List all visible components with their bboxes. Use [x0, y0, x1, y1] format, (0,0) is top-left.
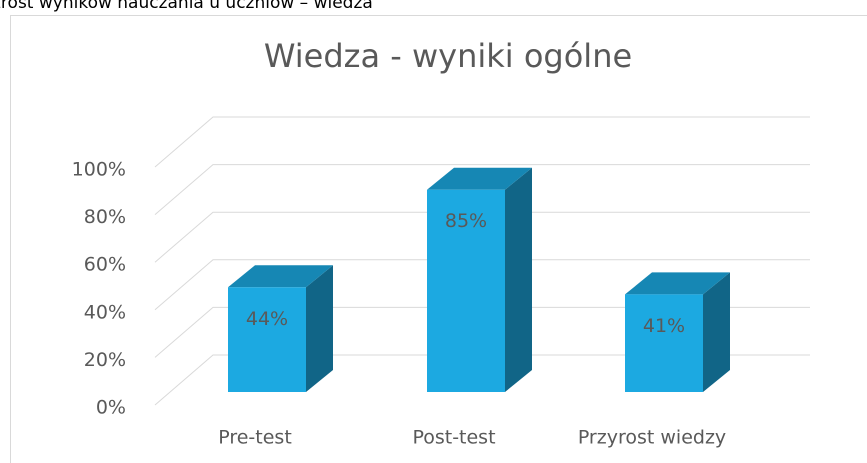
bar-top [427, 167, 532, 190]
bar [427, 167, 532, 392]
y-tick-label: 60% [84, 254, 126, 276]
y-tick-label: 20% [84, 349, 126, 371]
bar-side [703, 272, 730, 392]
y-tick-label: 80% [84, 206, 126, 228]
bar-front [427, 189, 505, 392]
x-tick-label: Pre-test [218, 427, 292, 449]
grid-line [154, 306, 810, 358]
grid-line [154, 164, 810, 215]
grid-line [154, 354, 810, 406]
y-tick-label: 0% [96, 397, 126, 419]
bar [228, 265, 333, 392]
x-tick-label: Post-test [412, 427, 495, 449]
data-label: 85% [445, 210, 487, 232]
bar-front [228, 287, 306, 392]
bar-side [505, 167, 532, 392]
caption: zrost wyników nauczania u uczniów – wied… [0, 0, 373, 13]
bar-top [228, 265, 333, 288]
chart-title: Wiedza - wyniki ogólne [264, 37, 632, 75]
x-tick-label: Przyrost wiedzy [578, 427, 726, 449]
y-tick-label: 40% [84, 301, 126, 323]
bar-top [625, 272, 730, 295]
grid-line [154, 211, 810, 263]
grid-line [154, 259, 810, 311]
y-tick-label: 100% [72, 159, 126, 181]
bar-side [306, 265, 333, 392]
grid-line [154, 116, 810, 168]
data-label: 44% [246, 308, 288, 330]
data-label: 41% [643, 315, 685, 337]
bar [625, 272, 730, 392]
bar-front [625, 294, 703, 392]
